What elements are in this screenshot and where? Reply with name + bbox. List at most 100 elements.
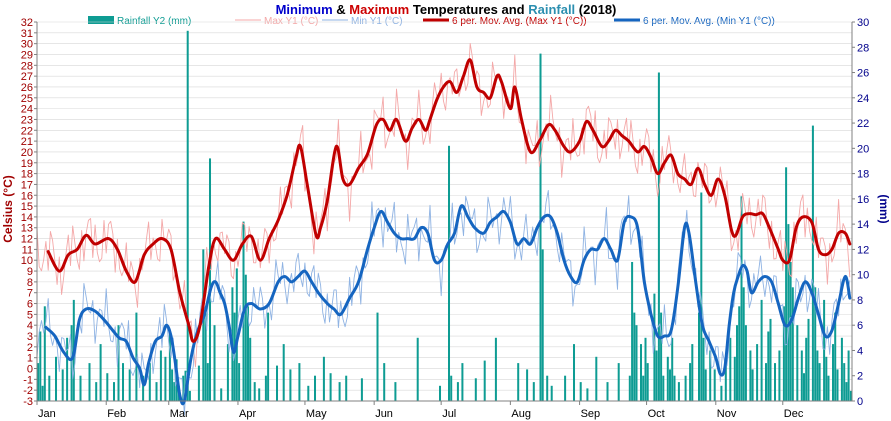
rainfall-bar [99, 344, 102, 401]
rainfall-bar [633, 312, 636, 401]
month-tick-label: Mar [170, 408, 189, 420]
rainfall-bar [640, 344, 643, 401]
legend-swatch-rain [88, 16, 114, 24]
rainfall-bar [751, 369, 754, 401]
rainfall-bar [736, 325, 739, 401]
min-moving-average-line [44, 204, 852, 406]
right-tick-label: 26 [857, 68, 869, 80]
rainfall-bar [439, 385, 442, 401]
month-tick-label: Jan [38, 408, 56, 420]
legend-label-rain: Rainfall Y2 (mm) [117, 16, 191, 27]
rainfall-bar [360, 378, 363, 401]
rainfall-bar [66, 337, 69, 401]
rainfall-bar [709, 350, 712, 401]
rainfall-bar [744, 325, 747, 401]
right-tick-label: 22 [857, 118, 869, 130]
rainfall-bar [796, 325, 799, 401]
right-tick-label: 12 [857, 244, 869, 256]
rainfall-bar [704, 369, 707, 401]
rainfall-bar [416, 337, 419, 401]
rainfall-bar [532, 382, 535, 401]
rainfall-bar [461, 363, 464, 401]
left-tick-label: 13 [21, 223, 33, 235]
rainfall-bar [836, 369, 839, 401]
left-tick-label: 18 [21, 169, 33, 181]
rainfall-bar [579, 382, 582, 401]
rainfall-bar [573, 344, 576, 401]
left-tick-label: 25 [21, 93, 33, 105]
rainfall-bar [702, 337, 705, 401]
rainfall-bar [662, 375, 665, 401]
left-tick-label: 0 [27, 364, 33, 376]
rainfall-bar [800, 350, 803, 401]
title-minimum: Minimum [276, 2, 333, 17]
rainfall-bar [635, 325, 638, 401]
rainfall-bar [249, 337, 252, 401]
raw-temperature-lines [36, 42, 851, 416]
rainfall-bar [546, 375, 549, 401]
rainfall-bar [646, 363, 649, 401]
rainfall-bar [541, 249, 544, 401]
rainfall-bar [814, 287, 817, 401]
rainfall-bar [669, 369, 672, 401]
left-tick-label: 27 [21, 71, 33, 83]
rainfall-bar [769, 318, 772, 401]
rainfall-bar [456, 382, 459, 401]
left-tick-label: 23 [21, 115, 33, 127]
rainfall-bar [631, 262, 634, 401]
left-tick-label: 19 [21, 158, 33, 170]
rainfall-bar [164, 356, 167, 401]
rainfall-bar [698, 312, 701, 401]
max-moving-average-line [46, 58, 852, 343]
left-tick-label: 32 [21, 17, 33, 29]
rainfall-bar [345, 375, 348, 401]
rainfall-bar [517, 363, 520, 401]
title-and: & [333, 2, 350, 17]
rainfall-bar [825, 356, 828, 401]
rainfall-bar [834, 312, 837, 401]
rainfall-bar [88, 363, 91, 401]
left-tick-label: 5 [27, 309, 33, 321]
left-tick-label: 4 [27, 320, 33, 332]
rainfall-bar [113, 382, 116, 401]
rainfall-bar [48, 375, 51, 401]
rainfall-bar [785, 167, 788, 401]
rainfall-bar [394, 382, 397, 401]
rainfall-bar [61, 369, 64, 401]
rainfall-bar [843, 363, 846, 401]
rainfall-bar [823, 299, 826, 401]
rainfall-bar [742, 287, 745, 401]
rainfall-bar [803, 373, 806, 401]
right-tick-label: 16 [857, 194, 869, 206]
rainfall-bar [253, 382, 256, 401]
right-tick-label: 24 [857, 93, 869, 105]
rainfall-bar [188, 390, 191, 401]
rainfall-bar [483, 360, 486, 401]
rainfall-bar [774, 363, 777, 401]
rainfall-bar [671, 337, 674, 401]
right-axis-label: (mm) [877, 194, 891, 223]
rainfall-bar [673, 375, 676, 401]
rainfall-bar [95, 382, 98, 401]
rainfall-bar [338, 382, 341, 401]
rainfall-bar [595, 356, 598, 401]
rainfall-bar [43, 306, 46, 402]
rainfall-bar [765, 363, 768, 401]
rainfall-bar [448, 145, 451, 401]
rainfall-bar [209, 158, 212, 401]
legend: Rainfall Y2 (mm) Max Y1 (°C) Min Y1 (°C) 6 … [88, 16, 775, 27]
rainfall-bar [258, 388, 261, 401]
rainfall-bar [202, 249, 205, 401]
month-tick-label: Sep [581, 408, 601, 420]
left-tick-label: 15 [21, 201, 33, 213]
min-temp-line [36, 190, 851, 416]
rainfall-bar [182, 375, 185, 401]
x-axis-month-ticks: Jan Feb Mar Apr May Jun Jul Aug Sep Oct Nov Dec [36, 401, 804, 420]
rainfall-bar [617, 363, 620, 401]
rainfall-bar [494, 337, 497, 401]
rainfall-bar [606, 382, 609, 401]
rainfall-bar [37, 363, 40, 401]
moving-average-lines [44, 58, 852, 406]
rainfall-bar [276, 365, 279, 401]
rainfall-bar [738, 306, 741, 402]
